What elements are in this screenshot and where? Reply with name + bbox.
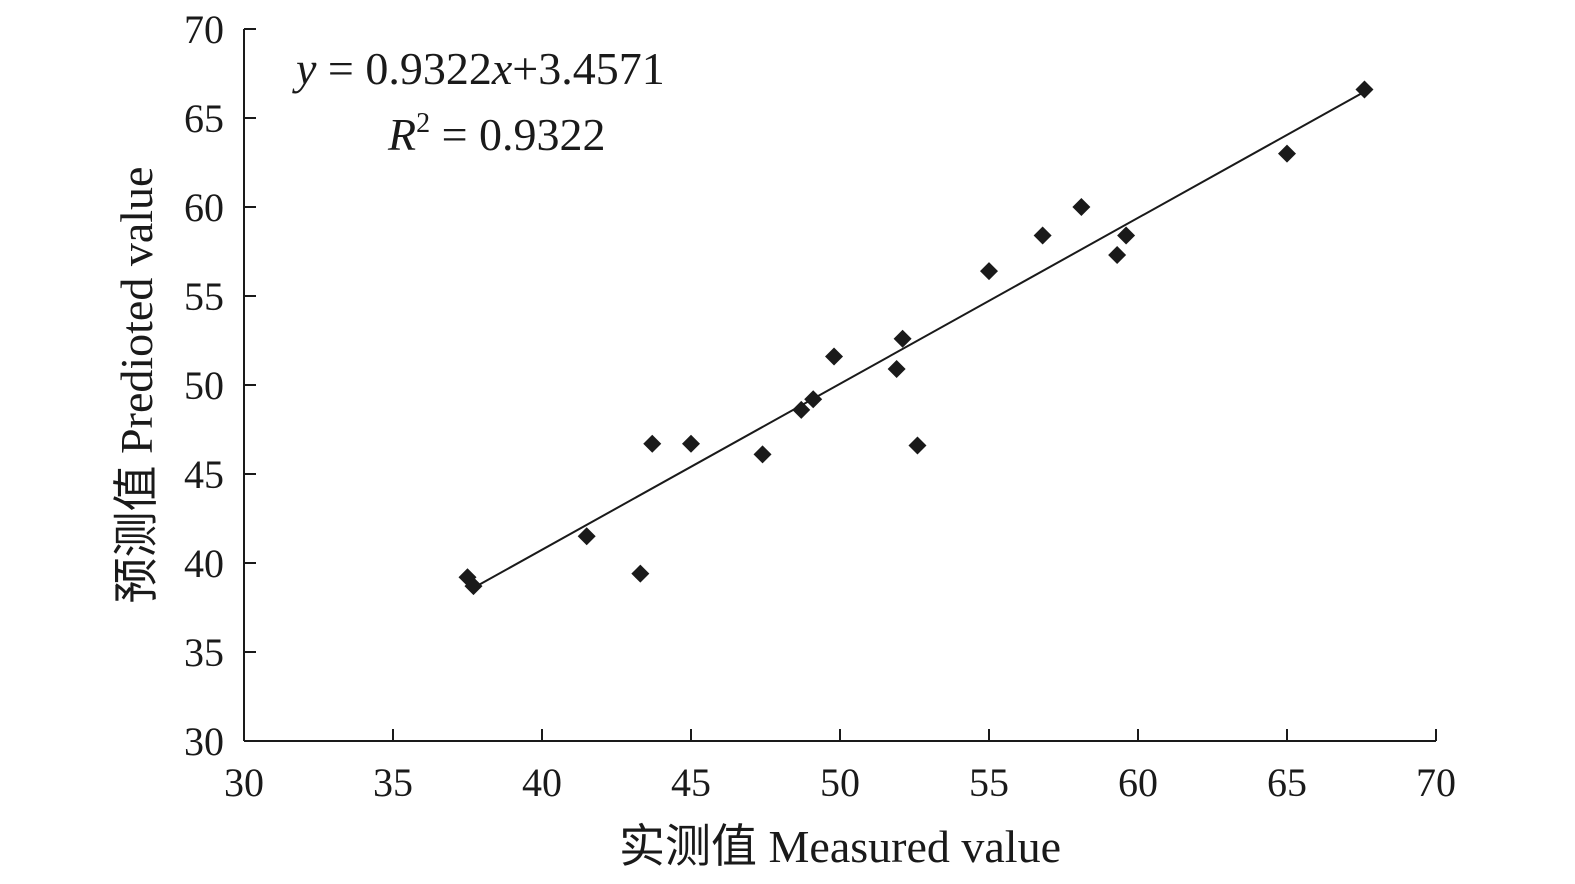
y-tick-label: 70 — [184, 7, 224, 52]
data-point — [631, 564, 650, 583]
data-point — [792, 400, 811, 419]
data-point — [643, 434, 662, 453]
x-tick-label: 65 — [1267, 760, 1307, 805]
data-point — [887, 359, 906, 378]
equation-slope: = 0.9322 — [316, 43, 491, 94]
x-tick-label: 45 — [671, 760, 711, 805]
y-tick-label: 50 — [184, 363, 224, 408]
data-point — [1108, 246, 1127, 265]
y-tick-label: 45 — [184, 452, 224, 497]
x-tick-label: 35 — [373, 760, 413, 805]
y-tick-label: 40 — [184, 541, 224, 586]
regression-equation: y = 0.9322x+3.4571 — [292, 43, 665, 94]
data-point — [1355, 80, 1374, 99]
data-point — [893, 329, 912, 348]
data-point — [825, 347, 844, 366]
data-point — [908, 436, 927, 455]
data-point — [682, 434, 700, 453]
y-tick-label: 65 — [184, 96, 224, 141]
data-point — [753, 445, 772, 464]
x-tick-label: 55 — [969, 760, 1009, 805]
data-point — [1072, 198, 1091, 216]
axes: 30 35 40 45 50 55 60 65 70 30 35 40 45 50 55 60 65 70 — [184, 7, 1456, 805]
data-point — [804, 390, 823, 409]
y-tick-label: 55 — [184, 274, 224, 319]
data-point — [464, 577, 483, 596]
x-tick-label: 50 — [820, 760, 860, 805]
r-squared-symbol: R — [387, 109, 416, 160]
data-points — [458, 80, 1374, 596]
r-squared-superscript: 2 — [416, 108, 430, 139]
data-point — [980, 262, 998, 281]
y-axis-title: 预测值 Prediοted value — [111, 167, 162, 604]
equation-y-symbol: y — [292, 43, 317, 94]
x-tick-label: 40 — [522, 760, 562, 805]
x-tick-label: 30 — [224, 760, 264, 805]
fit-line-group — [472, 90, 1365, 589]
y-tick-label: 30 — [184, 719, 224, 764]
x-tick-label: 70 — [1416, 760, 1456, 805]
equation-intercept: +3.4571 — [512, 43, 664, 94]
data-point — [1278, 144, 1296, 163]
r-squared-annotation: R2 = 0.9322 — [387, 108, 606, 160]
data-point — [577, 527, 596, 546]
r-squared-value: = 0.9322 — [430, 109, 605, 160]
data-point — [1033, 226, 1052, 245]
x-tick-label: 60 — [1118, 760, 1158, 805]
x-axis-title: 实测值 Measured value — [619, 821, 1061, 872]
regression-line — [472, 90, 1365, 589]
y-tick-label: 35 — [184, 630, 224, 675]
data-point — [1117, 226, 1136, 245]
y-tick-label: 60 — [184, 185, 224, 230]
equation-x-symbol: x — [491, 43, 513, 94]
